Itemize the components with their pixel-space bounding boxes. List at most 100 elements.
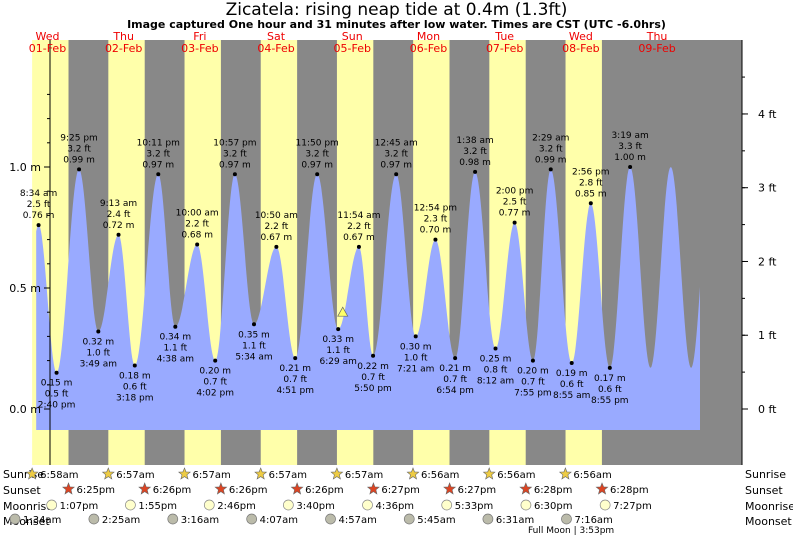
moonrise-row-label-right: Moonrise xyxy=(745,500,793,513)
sunrise-time: 6:58am xyxy=(40,470,78,481)
extreme-time: 10:57 pm xyxy=(213,138,256,148)
day-of-week-label: Mon xyxy=(417,30,440,43)
sunset-icon xyxy=(443,482,457,495)
sunrise-time: 6:56am xyxy=(497,470,535,481)
extreme-time: 4:51 pm xyxy=(276,386,314,396)
sunset-row-label-right: Sunset xyxy=(745,484,783,497)
moonset-icon xyxy=(9,513,21,525)
extreme-ft: 2.5 ft xyxy=(503,198,527,208)
sunrise-icon xyxy=(101,467,115,480)
y-tick-label-ft: 1 ft xyxy=(758,329,777,342)
extreme-time: 12:54 pm xyxy=(414,204,457,214)
extreme-ft: 2.2 ft xyxy=(185,219,209,229)
extreme-time: 3:49 am xyxy=(80,360,117,370)
moonset-icon xyxy=(88,513,100,525)
extreme-point xyxy=(132,363,137,368)
moonrise-icon xyxy=(203,499,215,511)
sunrise-icon xyxy=(330,467,344,480)
extreme-point xyxy=(213,358,218,363)
extreme-ft: 0.6 ft xyxy=(123,382,147,392)
moonrise-time: 5:33pm xyxy=(455,501,494,512)
extreme-time: 2:00 pm xyxy=(496,187,534,197)
extreme-ft: 1.1 ft xyxy=(326,346,350,356)
extreme-m: 0.77 m xyxy=(499,209,531,219)
extreme-time: 5:34 am xyxy=(235,352,272,362)
extreme-point xyxy=(116,232,121,237)
moonrise-icon xyxy=(441,499,453,511)
extreme-m: 0.67 m xyxy=(261,233,293,243)
sunset-icon xyxy=(62,482,75,495)
extreme-ft: 0.5 ft xyxy=(45,390,69,400)
moonrise-icon xyxy=(283,499,294,511)
moonset-time: 1:34am xyxy=(23,515,61,526)
extreme-point xyxy=(607,365,612,370)
sunrise-icon xyxy=(25,467,39,480)
sunrise-icon xyxy=(482,467,496,480)
extreme-point xyxy=(530,358,535,363)
extreme-time: 8:34 am xyxy=(20,189,57,199)
extreme-point xyxy=(433,237,438,242)
extreme-m: 0.17 m xyxy=(594,374,626,384)
moonrise-icon xyxy=(46,499,58,511)
extreme-ft: 1.0 ft xyxy=(86,349,110,359)
day-of-week-label: Fri xyxy=(193,30,206,43)
extreme-point xyxy=(251,322,256,327)
extreme-ft: 2.8 ft xyxy=(579,178,603,188)
extreme-ft: 0.8 ft xyxy=(484,366,508,376)
extreme-m: 0.70 m xyxy=(420,226,452,236)
extreme-m: 0.97 m xyxy=(142,160,174,170)
extreme-m: 0.34 m xyxy=(159,333,191,343)
extreme-point xyxy=(156,172,161,177)
extreme-time: 2:29 am xyxy=(532,133,569,143)
extreme-m: 0.67 m xyxy=(343,233,375,243)
moonset-time: 7:16am xyxy=(574,515,612,526)
extreme-time: 3:18 pm xyxy=(116,393,154,403)
moonset-time: 5:45am xyxy=(417,515,455,526)
extreme-time: 10:50 am xyxy=(255,211,298,221)
day-of-week-label: Sat xyxy=(267,30,286,43)
sunset-row-label-left: Sunset xyxy=(3,484,41,497)
extreme-ft: 2.4 ft xyxy=(107,210,131,220)
extreme-m: 0.21 m xyxy=(279,364,311,374)
extreme-time: 3:19 am xyxy=(611,131,648,141)
sunset-time: 6:26pm xyxy=(153,485,192,496)
date-label: 01-Feb xyxy=(29,42,66,55)
day-of-week-label: Wed xyxy=(35,30,59,43)
moonrise-icon xyxy=(362,499,373,511)
extreme-m: 0.18 m xyxy=(119,371,151,381)
sunrise-time: 6:56am xyxy=(573,470,611,481)
full-moon-note: Full Moon | 3:53pm xyxy=(528,526,614,536)
extreme-time: 1:38 am xyxy=(456,136,493,146)
extreme-ft: 2.2 ft xyxy=(265,222,289,232)
moonrise-time: 1:07pm xyxy=(60,501,99,512)
sunrise-row-label-left: Sunrise xyxy=(3,468,44,481)
extreme-time: 6:54 pm xyxy=(436,386,474,396)
extreme-time: 10:00 am xyxy=(176,208,219,218)
extreme-m: 0.76 m xyxy=(23,211,55,221)
extreme-ft: 3.3 ft xyxy=(618,142,642,152)
sunset-time: 6:26pm xyxy=(305,485,344,496)
extreme-m: 0.15 m xyxy=(41,379,73,389)
day-of-week-label: Thu xyxy=(646,30,668,43)
extreme-point xyxy=(493,346,498,351)
extreme-point xyxy=(413,334,418,339)
extreme-point xyxy=(195,242,200,247)
day-of-week-label: Thu xyxy=(112,30,134,43)
extreme-m: 0.99 m xyxy=(535,155,567,165)
extreme-time: 11:50 pm xyxy=(296,138,339,148)
moonset-icon xyxy=(246,513,258,525)
sunset-icon xyxy=(138,482,152,495)
sunrise-row-label-right: Sunrise xyxy=(745,468,786,481)
date-label: 05-Feb xyxy=(334,42,371,55)
extreme-point xyxy=(588,201,593,206)
extreme-point xyxy=(473,169,478,174)
extreme-time: 9:13 am xyxy=(100,199,137,209)
extreme-point xyxy=(356,244,361,249)
moonrise-time: 6:30pm xyxy=(534,501,573,512)
extreme-time: 2:40 pm xyxy=(38,401,76,411)
extreme-ft: 3.2 ft xyxy=(146,149,170,159)
extreme-time: 11:54 am xyxy=(337,211,380,221)
extreme-point xyxy=(336,327,341,332)
sunset-icon xyxy=(290,482,304,495)
